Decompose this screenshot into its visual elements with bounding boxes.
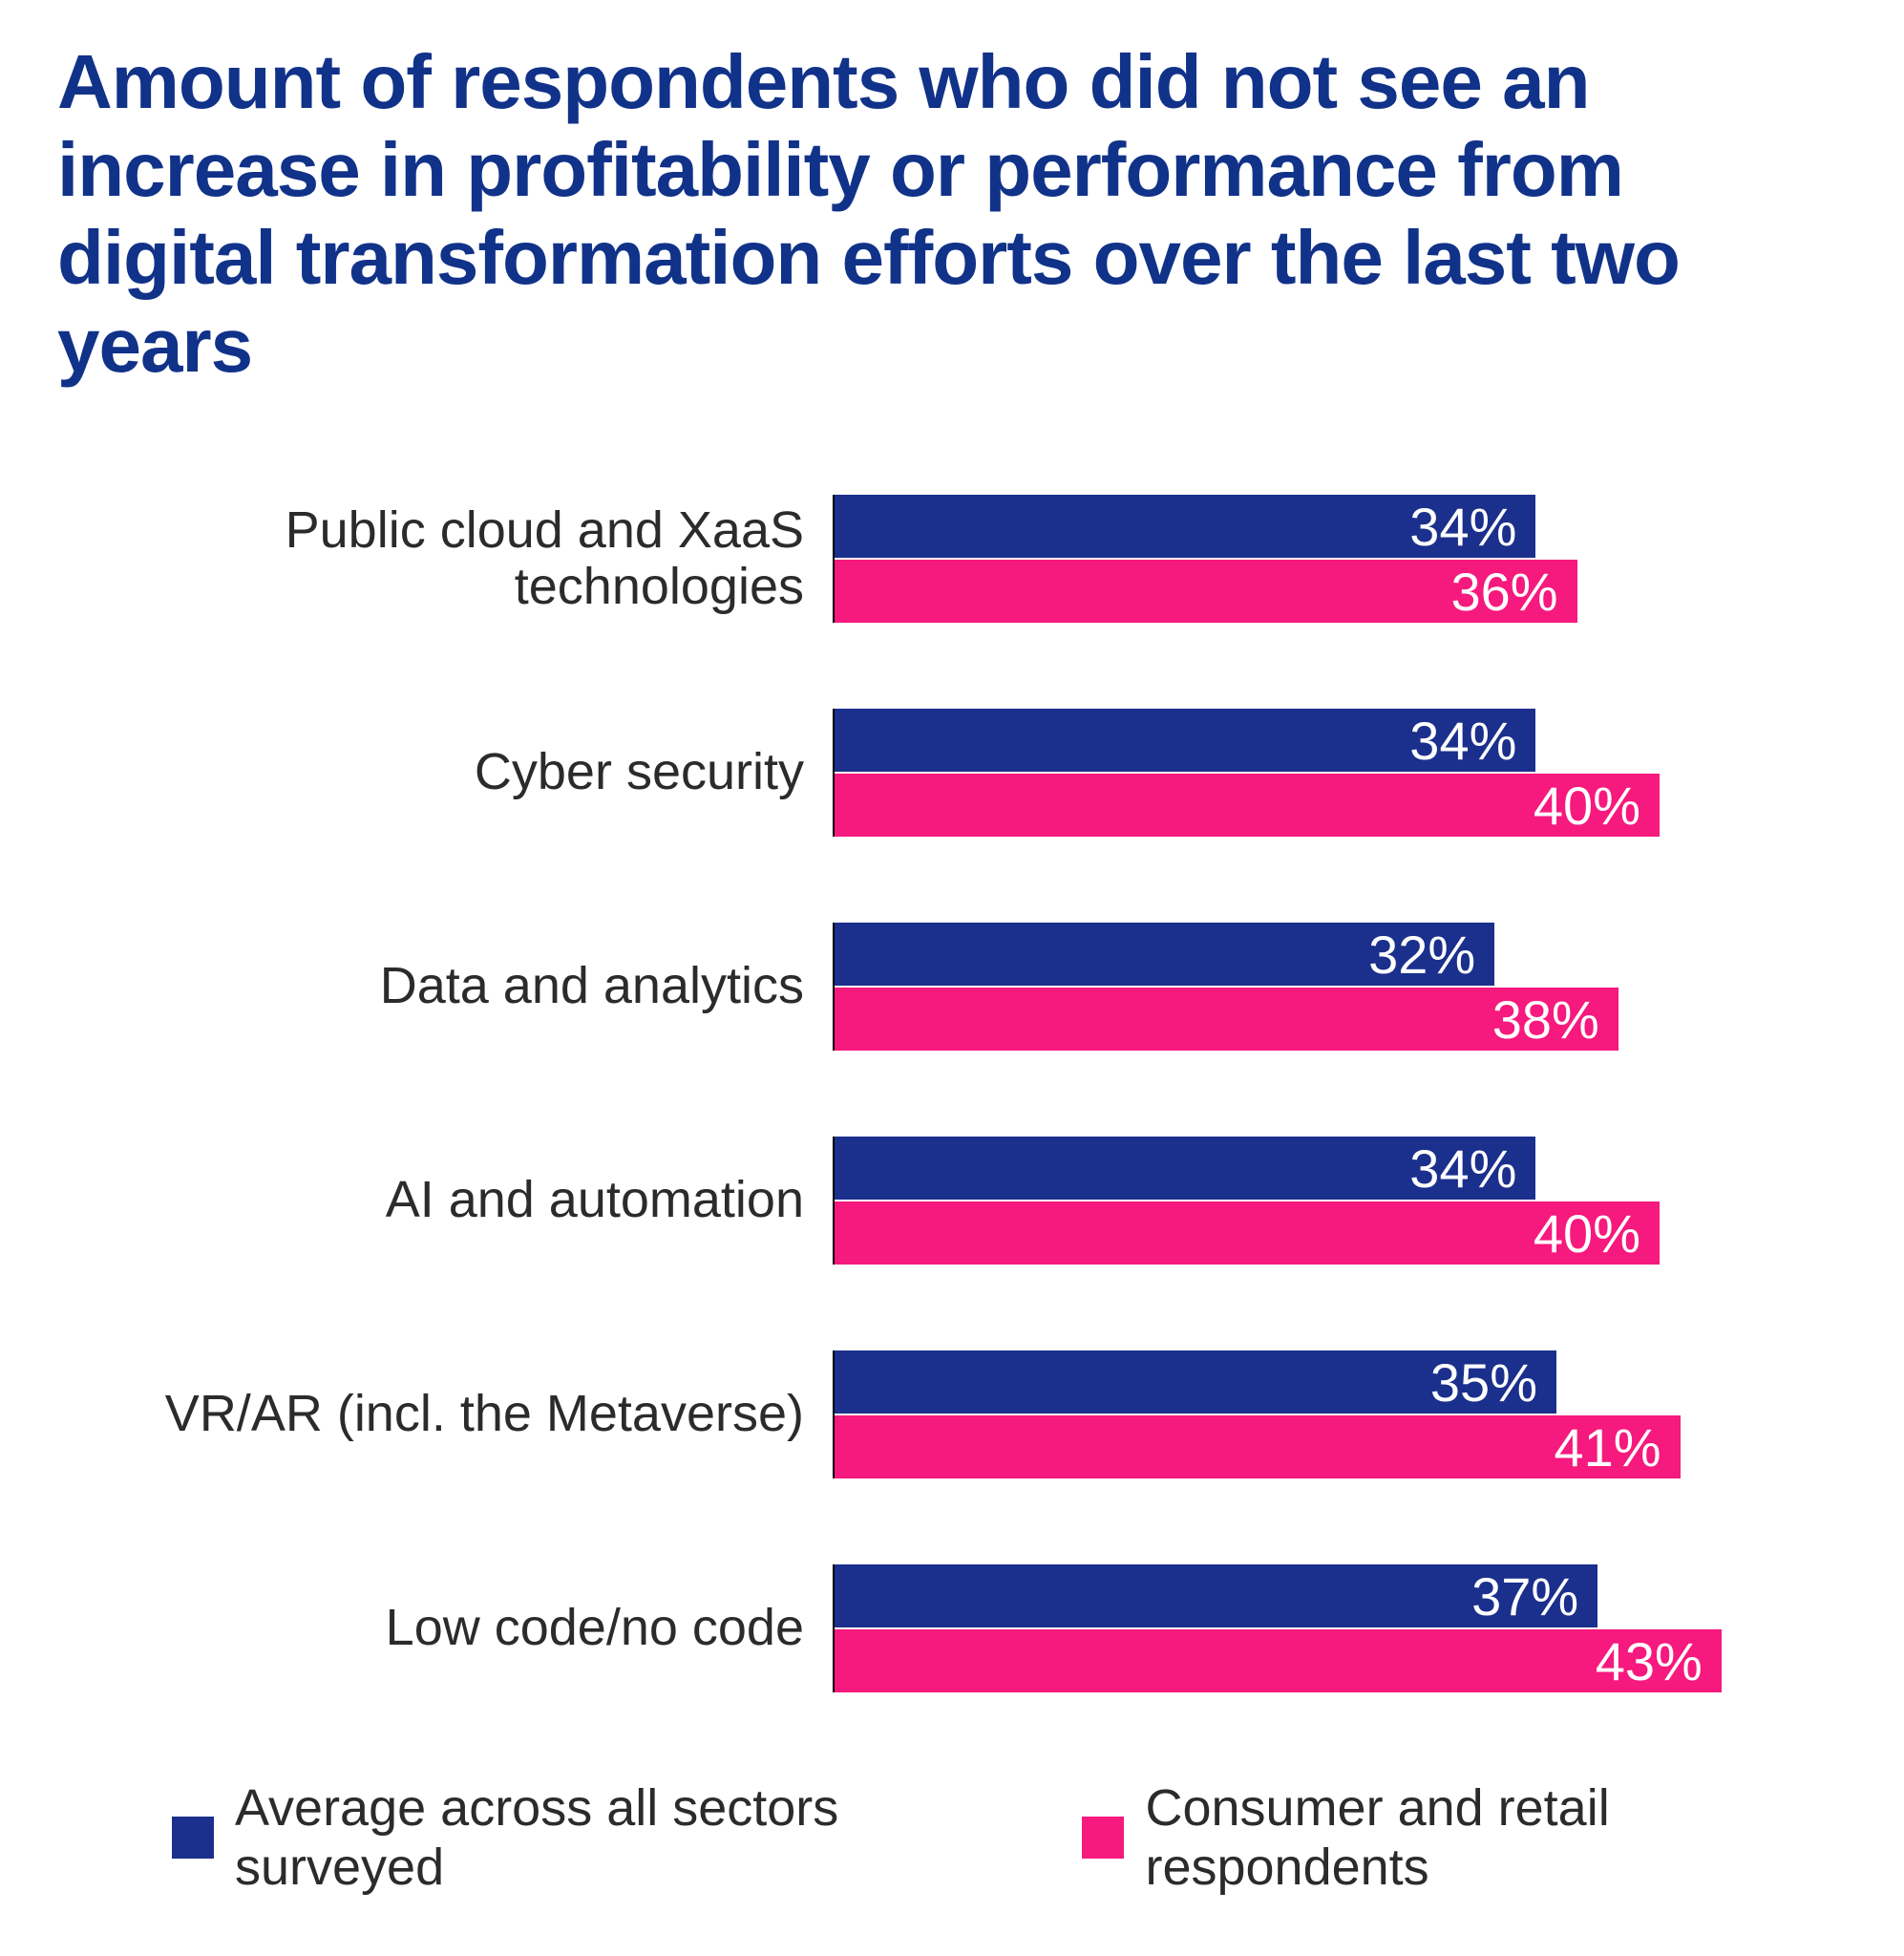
bar-value-label: 36% — [1451, 561, 1558, 623]
bar-retail: 40% — [835, 1201, 1660, 1265]
bar-value-label: 34% — [1409, 710, 1516, 772]
legend: Average across all sectors surveyed Consu… — [57, 1778, 1847, 1897]
legend-item: Consumer and retail respondents — [1082, 1778, 1847, 1897]
bar-group: Cyber security 34% 40% — [57, 709, 1847, 837]
bar-group: VR/AR (incl. the Metaverse) 35% 41% — [57, 1350, 1847, 1478]
bar-value-label: 34% — [1409, 1137, 1516, 1200]
chart-container: Amount of respondents who did not see an… — [0, 0, 1904, 1956]
bar-all: 34% — [835, 1137, 1535, 1200]
bars-column: 34%36% — [833, 495, 1847, 623]
bar-value-label: 40% — [1534, 775, 1640, 837]
category-label: Low code/no code — [57, 1600, 833, 1656]
bar-chart: Public cloud and XaaS technologies34%36%… — [57, 495, 1847, 1692]
bars-column: 34% 40% — [833, 709, 1847, 837]
legend-label: Average across all sectors surveyed — [235, 1778, 996, 1897]
legend-swatch — [1082, 1817, 1124, 1859]
bar-group: Public cloud and XaaS technologies34%36% — [57, 495, 1847, 623]
bars-column: 35% 41% — [833, 1350, 1847, 1478]
bar-retail: 40% — [835, 774, 1660, 837]
bar-retail: 36% — [835, 560, 1577, 623]
bar-group: AI and automation 34% 40% — [57, 1137, 1847, 1265]
category-label: Data and analytics — [57, 958, 833, 1014]
bar-value-label: 38% — [1492, 989, 1599, 1051]
chart-title: Amount of respondents who did not see an… — [57, 38, 1847, 390]
bar-value-label: 32% — [1368, 924, 1475, 986]
legend-label: Consumer and retail respondents — [1145, 1778, 1847, 1897]
bar-group: Low code/no code 37% 43% — [57, 1564, 1847, 1692]
legend-swatch — [172, 1817, 214, 1859]
bar-retail: 38% — [835, 988, 1618, 1051]
bar-all: 34% — [835, 709, 1535, 772]
bar-value-label: 34% — [1409, 496, 1516, 558]
bar-value-label: 40% — [1534, 1202, 1640, 1265]
bar-value-label: 37% — [1471, 1565, 1578, 1627]
bars-column: 32% 38% — [833, 923, 1847, 1051]
bar-all: 34% — [835, 495, 1535, 558]
bar-group: Data and analytics 32% 38% — [57, 923, 1847, 1051]
bars-column: 37% 43% — [833, 1564, 1847, 1692]
category-label: Public cloud and XaaS technologies — [57, 502, 833, 616]
category-label: VR/AR (incl. the Metaverse) — [57, 1386, 833, 1442]
category-label: Cyber security — [57, 744, 833, 800]
bar-all: 32% — [835, 923, 1494, 986]
bar-value-label: 35% — [1430, 1351, 1537, 1414]
bar-value-label: 43% — [1596, 1630, 1703, 1692]
bar-retail: 41% — [835, 1415, 1681, 1478]
category-label: AI and automation — [57, 1172, 833, 1228]
legend-item: Average across all sectors surveyed — [172, 1778, 996, 1897]
bar-retail: 43% — [835, 1629, 1722, 1692]
bars-column: 34% 40% — [833, 1137, 1847, 1265]
bar-all: 35% — [835, 1350, 1556, 1414]
bar-value-label: 41% — [1555, 1416, 1661, 1478]
bar-all: 37% — [835, 1564, 1597, 1627]
